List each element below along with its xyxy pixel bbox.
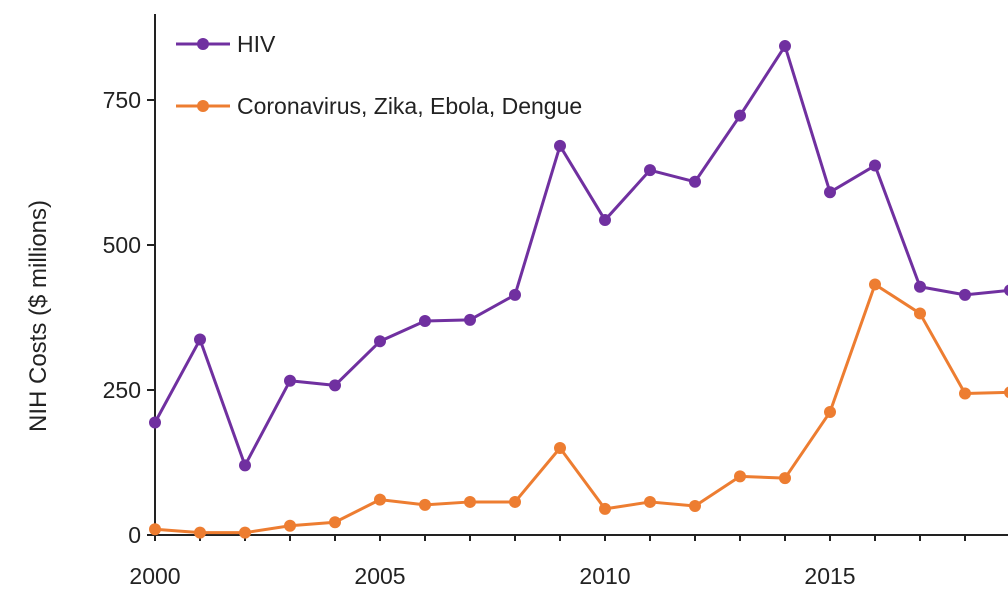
data-point [689, 175, 701, 188]
legend-marker [197, 38, 209, 50]
legend-label: Coronavirus, Zika, Ebola, Dengue [237, 93, 582, 119]
data-point [554, 139, 566, 152]
data-point [959, 288, 971, 301]
series-coronavirus-zika-ebola-dengue [149, 278, 1008, 539]
series-line [153, 44, 1008, 467]
legend-item: HIV [176, 31, 276, 57]
data-point [194, 526, 206, 539]
data-point [959, 387, 971, 400]
data-point [329, 379, 341, 392]
data-point [824, 406, 836, 419]
data-point [509, 495, 521, 508]
data-point [194, 333, 206, 346]
data-point [419, 498, 431, 511]
data-point [824, 186, 836, 199]
data-point [374, 335, 386, 348]
data-point [464, 495, 476, 508]
series-group [149, 40, 1008, 539]
x-tick-label: 2015 [804, 563, 855, 588]
data-point [599, 502, 611, 515]
y-tick-label: 750 [103, 87, 141, 113]
legend: HIV Coronavirus, Zika, Ebola, Dengue [176, 31, 582, 119]
x-tick-label: 2000 [129, 563, 180, 588]
legend-marker [197, 100, 209, 112]
data-point [1004, 284, 1008, 296]
data-point [734, 470, 746, 483]
data-point [149, 416, 161, 429]
data-point [779, 40, 791, 53]
legend-label: HIV [237, 31, 276, 57]
data-point [914, 307, 926, 320]
y-axis-title: NIH Costs ($ millions) [25, 200, 52, 432]
x-tick-label: 2005 [354, 563, 405, 588]
data-point [1004, 386, 1008, 398]
data-point [509, 288, 521, 301]
data-point [644, 164, 656, 177]
data-point [464, 313, 476, 326]
x-tick-label: 2010 [579, 563, 630, 588]
y-tick-label: 500 [103, 232, 141, 258]
legend-item: Coronavirus, Zika, Ebola, Dengue [176, 93, 582, 119]
series-hiv [149, 40, 1008, 472]
data-point [644, 495, 656, 508]
data-point [239, 459, 251, 472]
data-point [914, 280, 926, 293]
data-point [554, 442, 566, 454]
data-point [284, 374, 296, 387]
data-point [869, 278, 881, 291]
y-tick-label: 0 [128, 522, 141, 548]
data-point [779, 472, 791, 485]
series-line [154, 282, 1008, 535]
axes: 0 250 500 750 2000 2005 2010 2015 [103, 14, 1008, 589]
data-point [599, 214, 611, 227]
data-point [869, 159, 881, 172]
data-point [374, 493, 386, 506]
data-point [419, 314, 431, 327]
data-point [284, 519, 296, 532]
data-point [149, 523, 161, 536]
y-tick-label: 250 [103, 377, 141, 403]
data-point [239, 526, 251, 539]
data-point [734, 109, 746, 122]
data-point [689, 500, 701, 512]
data-point [329, 516, 341, 529]
